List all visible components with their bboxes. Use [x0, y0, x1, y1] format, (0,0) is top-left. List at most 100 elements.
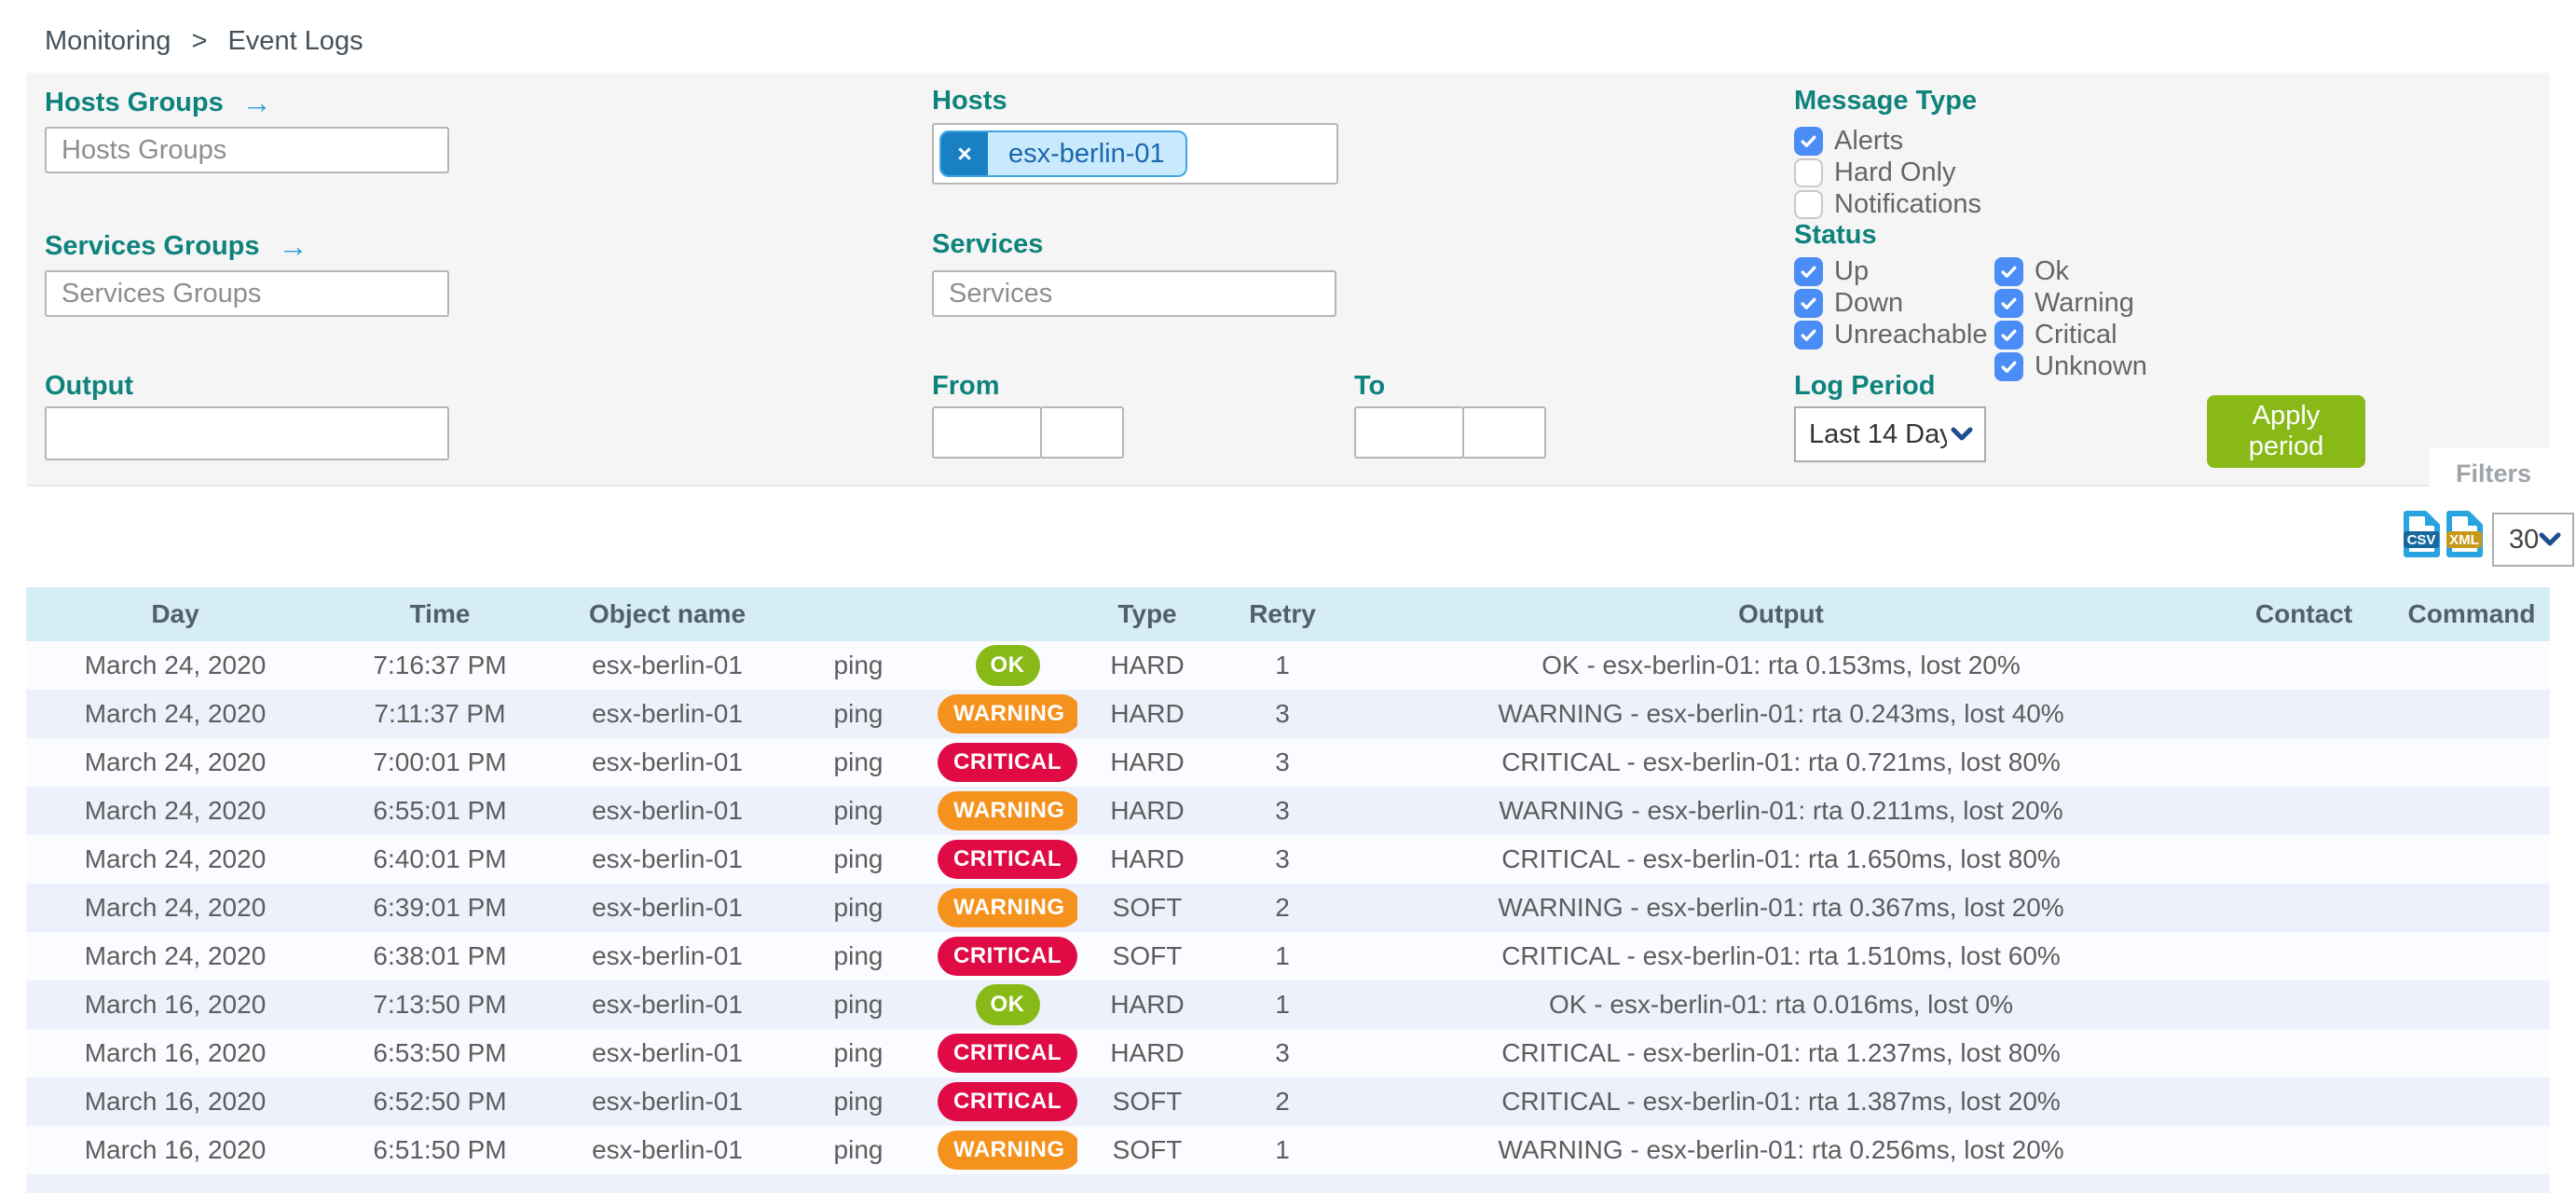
to-label: To	[1354, 371, 1386, 401]
page-size-select[interactable]: 30	[2494, 514, 2572, 565]
apply-period-button[interactable]: Apply period	[2207, 395, 2365, 468]
checkbox-alerts[interactable]: Alerts	[1794, 125, 1981, 157]
checkbox-up[interactable]: Up	[1794, 255, 1987, 287]
cell-command	[2393, 738, 2550, 787]
filters-tab[interactable]: Filters	[2429, 448, 2557, 500]
status-badge: WARNING	[938, 791, 1077, 830]
log-period-select[interactable]: Last 14 Days	[1796, 408, 1984, 460]
cell-retry: 2	[1275, 893, 1290, 922]
cell-type: SOFT	[1112, 1087, 1183, 1116]
cell-command	[2393, 787, 2550, 835]
cell-retry: 1	[1275, 941, 1290, 970]
checkbox-box[interactable]	[1794, 126, 1823, 156]
table-row: March 24, 2020 6:39:01 PM esx-berlin-01 …	[26, 884, 2550, 932]
export-xml-icon[interactable]: XML	[2446, 511, 2483, 557]
from-label: From	[932, 371, 1000, 401]
checkbox-unknown[interactable]: Unknown	[1994, 350, 2147, 382]
checkbox-box[interactable]	[1794, 288, 1823, 318]
checkbox-down[interactable]: Down	[1794, 287, 1987, 319]
export-csv-icon[interactable]: CSV	[2403, 511, 2440, 557]
services-groups-input[interactable]	[45, 270, 449, 317]
filter-panel: Hosts Groups → Services Groups → Output …	[26, 73, 2557, 500]
cell-command	[2393, 1077, 2550, 1126]
checkbox-label: Critical	[2035, 319, 2117, 350]
hosts-groups-arrow-icon[interactable]: →	[241, 86, 272, 119]
hosts-groups-input[interactable]	[45, 127, 449, 173]
cell-day: March 24, 2020	[84, 844, 267, 873]
checkbox-label: Down	[1834, 287, 1904, 318]
cell-object-name: esx-berlin-01	[592, 796, 743, 825]
table-row: March 24, 2020 6:40:01 PM esx-berlin-01 …	[26, 835, 2550, 884]
to-date-input[interactable]	[1354, 406, 1464, 459]
cell-status: OK	[938, 980, 1077, 1029]
from-time-input[interactable]	[1040, 406, 1124, 459]
checkbox-warning[interactable]: Warning	[1994, 287, 2147, 319]
cell-contact	[2214, 1126, 2393, 1174]
checkbox-box[interactable]	[1794, 158, 1823, 187]
checkbox-box[interactable]	[1994, 256, 2023, 286]
checkbox-box[interactable]	[1994, 288, 2023, 318]
cell-time: 7:16:37 PM	[373, 651, 507, 679]
checkbox-box[interactable]	[1794, 320, 1823, 350]
services-input[interactable]	[932, 270, 1336, 317]
table-row: March 24, 2020 6:55:01 PM esx-berlin-01 …	[26, 787, 2550, 835]
breadcrumb-event-logs[interactable]: Event Logs	[227, 26, 363, 56]
cell-object-name: esx-berlin-01	[592, 990, 743, 1019]
cell-service: ping	[833, 844, 884, 873]
checkbox-box[interactable]	[1794, 189, 1823, 219]
checkbox-ok[interactable]: Ok	[1994, 255, 2147, 287]
checkbox-notifications[interactable]: Notifications	[1794, 188, 1981, 220]
output-label: Output	[45, 371, 134, 401]
cell-status: CRITICAL	[938, 835, 1077, 884]
cell-output: WARNING - esx-berlin-01: rta 0.256ms, lo…	[1498, 1135, 2064, 1164]
status-badge: WARNING	[938, 694, 1077, 734]
status-badge: CRITICAL	[938, 840, 1077, 879]
cell-service: ping	[833, 990, 884, 1019]
chip-remove-icon[interactable]: ×	[941, 132, 988, 175]
hosts-input[interactable]: × esx-berlin-01	[932, 123, 1338, 185]
cell-contact	[2214, 1077, 2393, 1126]
checkbox-box[interactable]	[1994, 320, 2023, 350]
cell-output: CRITICAL - esx-berlin-01: rta 1.510ms, l…	[1501, 941, 2061, 970]
cell-status: CRITICAL	[938, 1077, 1077, 1126]
header-time: Time	[324, 587, 555, 641]
cell-time: 6:40:01 PM	[373, 844, 507, 873]
from-date-input[interactable]	[932, 406, 1042, 459]
checkbox-box[interactable]	[1994, 351, 2023, 381]
checkbox-label: Hard Only	[1834, 157, 1956, 187]
checkbox-label: Alerts	[1834, 125, 1904, 156]
cell-retry: 3	[1275, 1038, 1290, 1067]
checkbox-unreachable[interactable]: Unreachable	[1794, 319, 1987, 350]
checkbox-box[interactable]	[1794, 256, 1823, 286]
cell-status: CRITICAL	[938, 1029, 1077, 1077]
cell-retry: 2	[1275, 1087, 1290, 1116]
cell-status: CRITICAL	[938, 738, 1077, 787]
message-type-label: Message Type	[1794, 86, 1978, 116]
breadcrumb-monitoring[interactable]: Monitoring	[45, 26, 171, 56]
services-groups-arrow-icon[interactable]: →	[278, 229, 308, 263]
table-header-row: Day Time Object name Type Retry Output C…	[26, 587, 2550, 641]
cell-command	[2393, 835, 2550, 884]
log-period-label: Log Period	[1794, 371, 1936, 401]
table-row: March 16, 2020 7:13:50 PM esx-berlin-01 …	[26, 980, 2550, 1029]
check-icon	[1801, 297, 1816, 309]
checkbox-hard-only[interactable]: Hard Only	[1794, 157, 1981, 188]
cell-type: SOFT	[1112, 893, 1183, 922]
cell-day: March 24, 2020	[84, 893, 267, 922]
checkbox-label: Ok	[2035, 255, 2070, 286]
header-command: Command	[2393, 587, 2550, 641]
cell-output: CRITICAL - esx-berlin-01: rta 1.237ms, l…	[1501, 1038, 2061, 1067]
cell-object-name: esx-berlin-01	[592, 844, 743, 873]
output-input[interactable]	[45, 406, 449, 460]
header-output: Output	[1348, 587, 2214, 641]
breadcrumb: Monitoring > Event Logs	[45, 26, 363, 57]
checkbox-critical[interactable]: Critical	[1994, 319, 2147, 350]
cell-retry: 1	[1275, 990, 1290, 1019]
status-badge: OK	[975, 645, 1040, 686]
cell-type: HARD	[1110, 796, 1185, 825]
to-time-input[interactable]	[1462, 406, 1546, 459]
chip-label: esx-berlin-01	[1008, 138, 1165, 169]
header-object-name: Object name	[555, 587, 779, 641]
cell-time: 6:52:50 PM	[373, 1087, 507, 1116]
cell-day: March 16, 2020	[84, 1038, 267, 1067]
